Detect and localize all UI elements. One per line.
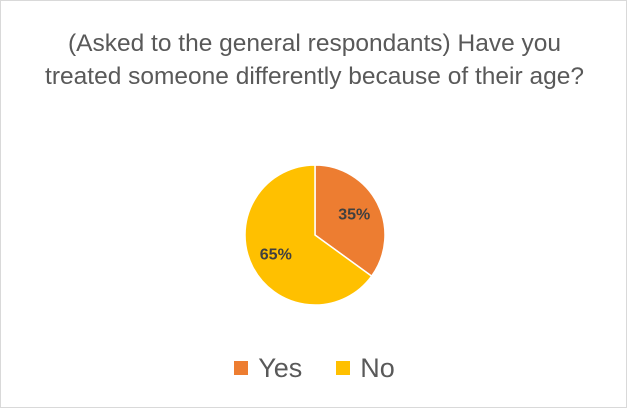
legend-item-yes: Yes bbox=[234, 350, 302, 386]
data-label-yes: 35% bbox=[338, 207, 370, 224]
legend: Yes No bbox=[1, 350, 627, 386]
legend-label-no: No bbox=[360, 353, 395, 383]
pie-slice-yes bbox=[314, 164, 386, 278]
pie-slice-no bbox=[244, 164, 373, 306]
legend-swatch-no bbox=[336, 361, 351, 375]
chart-title: (Asked to the general respondants) Have … bbox=[45, 30, 584, 90]
pie-data-labels: 35% 65% bbox=[260, 207, 370, 264]
legend-swatch-yes bbox=[234, 361, 249, 375]
data-label-no: 65% bbox=[260, 246, 292, 263]
legend-item-no: No bbox=[336, 350, 395, 386]
legend-label-yes: Yes bbox=[258, 353, 303, 383]
pie-slices bbox=[244, 164, 386, 306]
